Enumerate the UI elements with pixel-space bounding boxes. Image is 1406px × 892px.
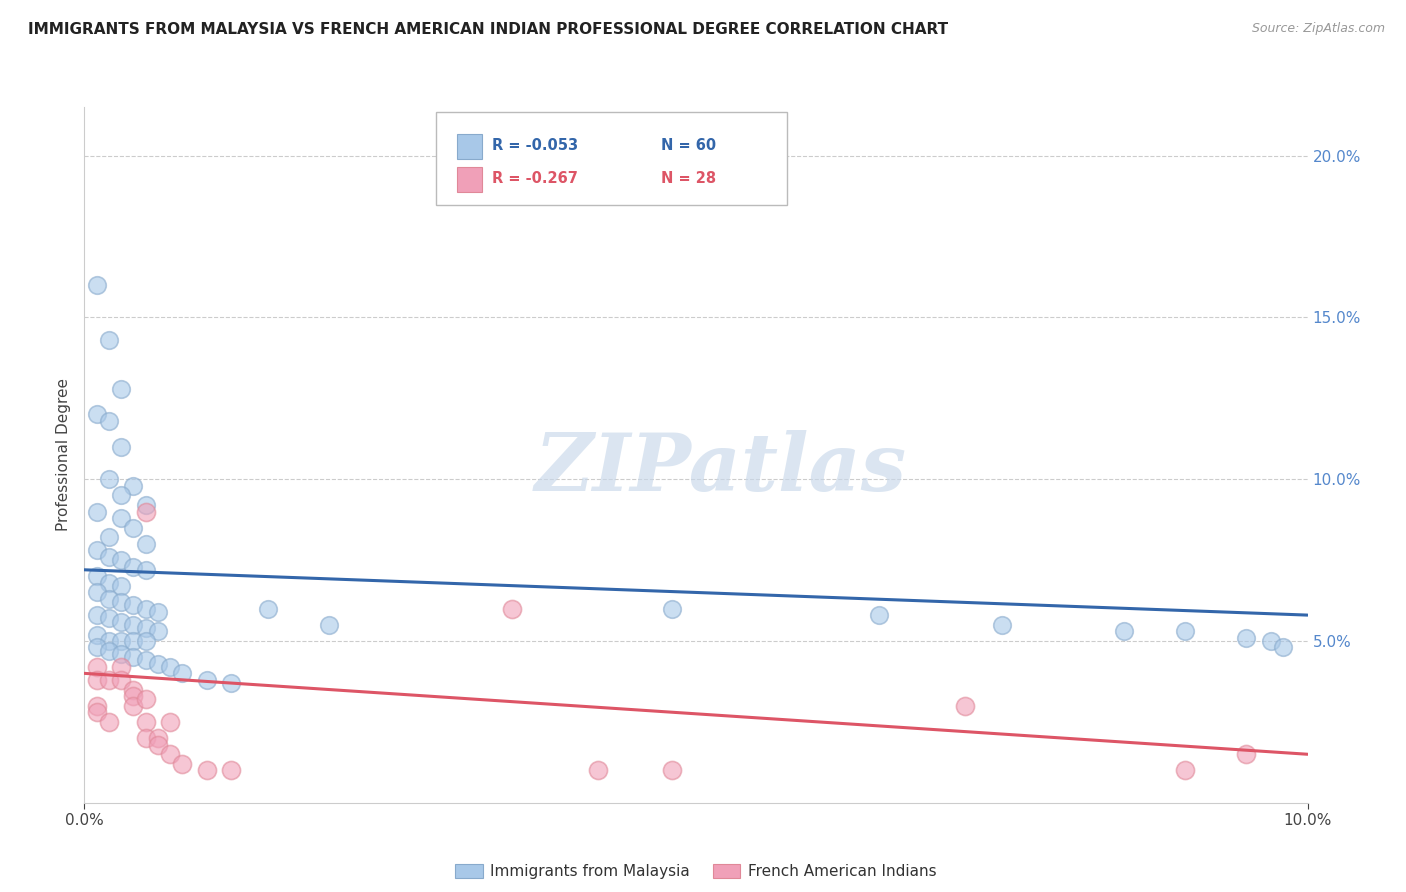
Point xyxy=(869,608,891,623)
Point xyxy=(86,673,108,687)
Point xyxy=(1236,747,1258,762)
Point xyxy=(86,543,108,558)
Point xyxy=(122,559,145,574)
Point xyxy=(146,657,169,671)
Point xyxy=(135,504,157,518)
Point xyxy=(110,660,132,674)
Point xyxy=(86,627,108,641)
Point xyxy=(586,764,609,778)
Point xyxy=(1174,764,1197,778)
Point xyxy=(97,673,120,687)
Point xyxy=(110,440,132,454)
Point xyxy=(122,689,145,703)
Point xyxy=(110,488,132,502)
Point xyxy=(122,478,145,492)
Point xyxy=(1236,631,1258,645)
Point xyxy=(122,617,145,632)
Point xyxy=(97,575,120,590)
Point xyxy=(1260,634,1282,648)
Point xyxy=(135,621,157,635)
Point xyxy=(97,472,120,486)
Point xyxy=(86,585,108,599)
Point xyxy=(135,714,157,729)
Point xyxy=(122,599,145,613)
Point xyxy=(86,608,108,623)
Point xyxy=(159,747,181,762)
Point xyxy=(135,653,157,667)
Point xyxy=(110,673,132,687)
Legend: Immigrants from Malaysia, French American Indians: Immigrants from Malaysia, French America… xyxy=(449,858,943,886)
Point xyxy=(135,563,157,577)
Point xyxy=(172,666,194,681)
Text: IMMIGRANTS FROM MALAYSIA VS FRENCH AMERICAN INDIAN PROFESSIONAL DEGREE CORRELATI: IMMIGRANTS FROM MALAYSIA VS FRENCH AMERI… xyxy=(28,22,948,37)
Point xyxy=(86,698,108,713)
Point xyxy=(110,615,132,629)
Point xyxy=(502,601,524,615)
Point xyxy=(97,549,120,564)
Point xyxy=(97,714,120,729)
Point xyxy=(86,504,108,518)
Point xyxy=(86,660,108,674)
Point xyxy=(86,278,108,293)
Point xyxy=(146,624,169,639)
Point xyxy=(97,611,120,625)
Point xyxy=(110,595,132,609)
Point xyxy=(135,692,157,706)
Point xyxy=(110,382,132,396)
Point xyxy=(991,617,1014,632)
Point xyxy=(953,698,976,713)
Point xyxy=(172,756,194,771)
Point xyxy=(122,521,145,535)
Point xyxy=(135,537,157,551)
Point xyxy=(97,531,120,545)
Point xyxy=(135,634,157,648)
Point xyxy=(86,408,108,422)
Point xyxy=(661,601,683,615)
Point xyxy=(110,579,132,593)
Y-axis label: Professional Degree: Professional Degree xyxy=(56,378,72,532)
Point xyxy=(86,705,108,719)
Point xyxy=(146,605,169,619)
Point xyxy=(219,764,242,778)
Point xyxy=(146,738,169,752)
Point xyxy=(1272,640,1295,655)
Text: N = 60: N = 60 xyxy=(661,138,716,153)
Point xyxy=(257,601,280,615)
Point xyxy=(195,764,218,778)
Point xyxy=(1114,624,1136,639)
Point xyxy=(219,676,242,690)
Point xyxy=(135,731,157,745)
Point xyxy=(122,650,145,665)
Point xyxy=(135,601,157,615)
Point xyxy=(97,333,120,347)
Point xyxy=(159,660,181,674)
Text: ZIPatlas: ZIPatlas xyxy=(534,430,907,508)
Point xyxy=(97,634,120,648)
Point xyxy=(122,698,145,713)
Text: R = -0.053: R = -0.053 xyxy=(492,138,578,153)
Point xyxy=(110,553,132,567)
Text: R = -0.267: R = -0.267 xyxy=(492,171,578,186)
Point xyxy=(318,617,340,632)
Point xyxy=(146,731,169,745)
Point xyxy=(122,682,145,697)
Point xyxy=(110,634,132,648)
Point xyxy=(110,511,132,525)
Text: N = 28: N = 28 xyxy=(661,171,716,186)
Point xyxy=(661,764,683,778)
Point xyxy=(97,591,120,606)
Point xyxy=(86,640,108,655)
Point xyxy=(1174,624,1197,639)
Point xyxy=(97,643,120,657)
Point xyxy=(110,647,132,661)
Text: Source: ZipAtlas.com: Source: ZipAtlas.com xyxy=(1251,22,1385,36)
Point xyxy=(86,569,108,583)
Point xyxy=(122,634,145,648)
Point xyxy=(195,673,218,687)
Point xyxy=(159,714,181,729)
Point xyxy=(135,498,157,512)
Point xyxy=(97,414,120,428)
